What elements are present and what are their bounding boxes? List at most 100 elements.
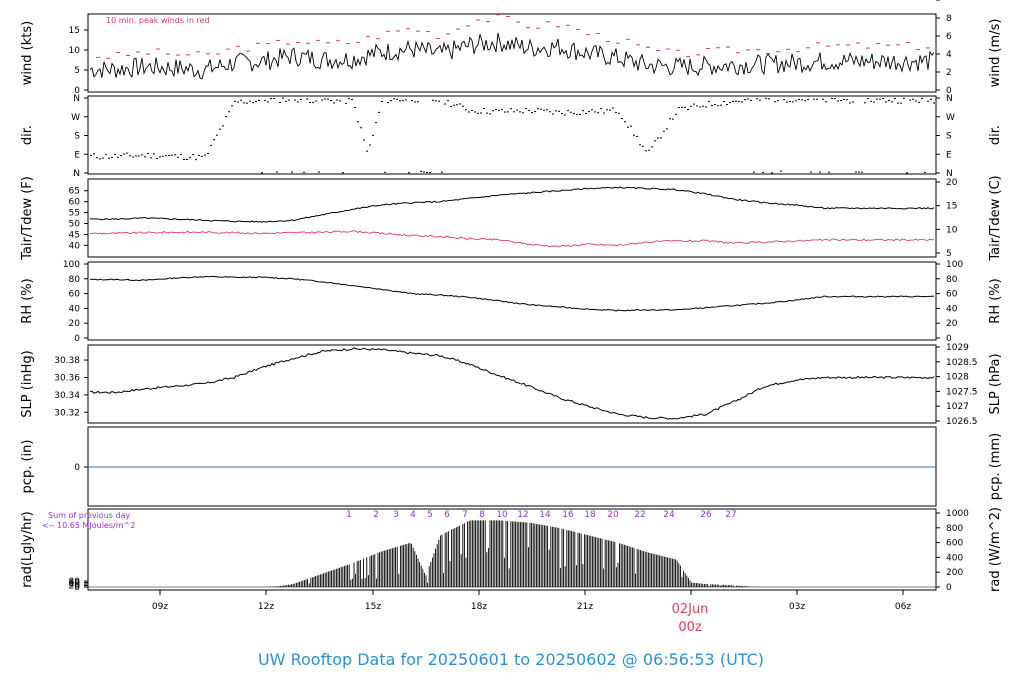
y-tick-label-left: N <box>73 94 80 104</box>
y-tick-label-right: 0 <box>946 334 952 344</box>
y-axis-label-right: Tair/Tdew (C) <box>988 175 1003 261</box>
y-tick-label-right: 2 <box>946 68 952 78</box>
y-tick-label-left: S <box>74 132 80 142</box>
y-tick-label-left: 80 <box>69 275 81 285</box>
y-tick-label-left: 40 <box>69 580 81 590</box>
time-axis: 09z 12z 15z 18z 21z 03z 06z <box>152 590 911 612</box>
y-tick-label-right: N <box>946 94 953 104</box>
y-axis-label-right: RH (%) <box>988 278 1003 323</box>
y-tick-label-right: 1027.5 <box>946 387 978 397</box>
pressure-line <box>89 347 935 420</box>
y-tick-label-right: 4 <box>946 50 952 60</box>
panel-rad: rad(Lgly/hr) rad (W/m^2)02040608002004006… <box>20 507 1003 593</box>
y-tick-label-left: 10 <box>69 46 81 56</box>
x-tick-label: 09z <box>152 602 168 612</box>
radiation-sum-label: Sum of previous day <box>48 511 130 520</box>
radiation-hour-label: 16 <box>562 510 574 520</box>
y-axis-label-right: pcp. (mm) <box>988 433 1003 500</box>
radiation-hour-label: 12 <box>517 510 528 520</box>
y-axis-label-left: Tair/Tdew (F) <box>20 176 35 261</box>
radiation-hour-label: 4 <box>410 510 416 520</box>
y-tick-label-right: 1029 <box>946 343 969 353</box>
y-tick-label-right: 400 <box>946 553 963 563</box>
y-tick-label-right: 600 <box>946 539 963 549</box>
y-tick-label-right: 0 <box>946 86 952 96</box>
y-tick-label-right: 60 <box>946 290 958 300</box>
panel-precip: pcp. (in) pcp. (mm) 0 0 <box>20 0 1003 507</box>
y-tick-label-left: 0 <box>74 86 80 96</box>
radiation-hour-label: 8 <box>479 510 485 520</box>
radiation-hour-label: 10 <box>496 510 508 520</box>
y-tick-label-right: 15 <box>946 202 957 212</box>
panel-slp: SLP (inHg) SLP (hPa) 30.32 30.34 30.36 30.38 1… <box>20 343 1003 427</box>
y-tick-label-right: N <box>946 169 953 179</box>
y-tick-label-right: 1028.5 <box>946 358 978 368</box>
air-temperature-line <box>89 186 935 223</box>
y-tick-label-left: 0 <box>74 334 80 344</box>
y-tick-label-right: 0 <box>946 0 952 3</box>
y-tick-label-right: 20 <box>946 178 958 188</box>
relative-humidity-line <box>89 275 935 312</box>
x-tick-label: 15z <box>365 602 381 612</box>
y-tick-label-left: 30.38 <box>54 356 80 366</box>
y-tick-label-left: 20 <box>69 319 81 329</box>
radiation-hour-label: 24 <box>663 510 675 520</box>
x-tick-label: 03z <box>789 602 805 612</box>
y-tick-label-right: 80 <box>946 275 958 285</box>
y-tick-label-left: 55 <box>69 209 80 219</box>
y-axis-label-left: rad(Lgly/hr) <box>20 511 35 587</box>
panel-frame <box>87 13 937 93</box>
y-tick-label-right: 1026.5 <box>946 417 978 427</box>
panel-frame <box>87 178 937 258</box>
y-tick-label-right: 200 <box>946 568 963 578</box>
y-tick-label-right: E <box>946 150 952 160</box>
panel-rh: RH (%) RH (%) 0 20 40 60 80 100 0 20 40 60 80 100 <box>20 260 1003 344</box>
panel-frame <box>87 508 937 591</box>
radiation-sum-value: <-- 10.65 MJoules/m^2 <box>42 521 135 530</box>
y-tick-label-left: N <box>73 169 80 179</box>
y-tick-label-left: 60 <box>69 198 81 208</box>
x-tick-label: 21z <box>577 602 593 612</box>
radiation-hour-label: 3 <box>393 510 399 520</box>
panel-wind: wind (kts) wind (m/s) 0 5 10 15 0 2 4 6 8 10 min. p… <box>20 13 1003 96</box>
radiation-hour-label: 14 <box>539 510 551 520</box>
y-tick-label-left: 0 <box>74 463 80 473</box>
y-axis-label-left: dir. <box>20 125 35 145</box>
y-tick-label-right: S <box>946 132 952 142</box>
y-tick-label-right: 6 <box>946 32 952 42</box>
y-tick-label-left: 20 <box>69 582 81 592</box>
y-tick-label-left: 0 <box>74 583 80 593</box>
x-tick-label: 06z <box>895 602 911 612</box>
y-tick-label-right: 8 <box>946 14 952 24</box>
panel-frame <box>87 95 937 175</box>
x-tick-label: 18z <box>471 602 487 612</box>
y-tick-label-left: 30.32 <box>54 408 80 418</box>
radiation-hour-label: 18 <box>584 510 596 520</box>
radiation-hour-label: 2 <box>373 510 379 520</box>
y-tick-label-right: 800 <box>946 524 963 534</box>
y-tick-label-right: 0 <box>946 583 952 593</box>
y-axis-label-left: SLP (inHg) <box>20 350 35 418</box>
date-marker-date: 02Jun <box>672 602 709 617</box>
radiation-hour-label: 27 <box>725 510 736 520</box>
radiation-hour-label: 7 <box>462 510 468 520</box>
y-tick-label-right: 1027 <box>946 402 969 412</box>
y-tick-label-left: 30.36 <box>54 373 80 383</box>
y-axis-label-left: RH (%) <box>20 278 35 323</box>
y-tick-label-right: 20 <box>946 319 958 329</box>
y-tick-label-right: 1000 <box>946 509 969 519</box>
radiation-hour-label: 20 <box>607 510 619 520</box>
dewpoint-line <box>89 230 935 248</box>
radiation-hour-label: 22 <box>634 510 645 520</box>
y-tick-label-right: 1028 <box>946 373 969 383</box>
radiation-hour-label: 6 <box>444 510 450 520</box>
y-tick-label-left: 80 <box>69 577 81 587</box>
wind-speed-line <box>89 32 935 80</box>
y-axis-label-right: wind (m/s) <box>988 19 1003 88</box>
y-axis-label-left: wind (kts) <box>20 21 35 85</box>
footer-title: UW Rooftop Data for 20250601 to 20250602… <box>258 650 764 669</box>
